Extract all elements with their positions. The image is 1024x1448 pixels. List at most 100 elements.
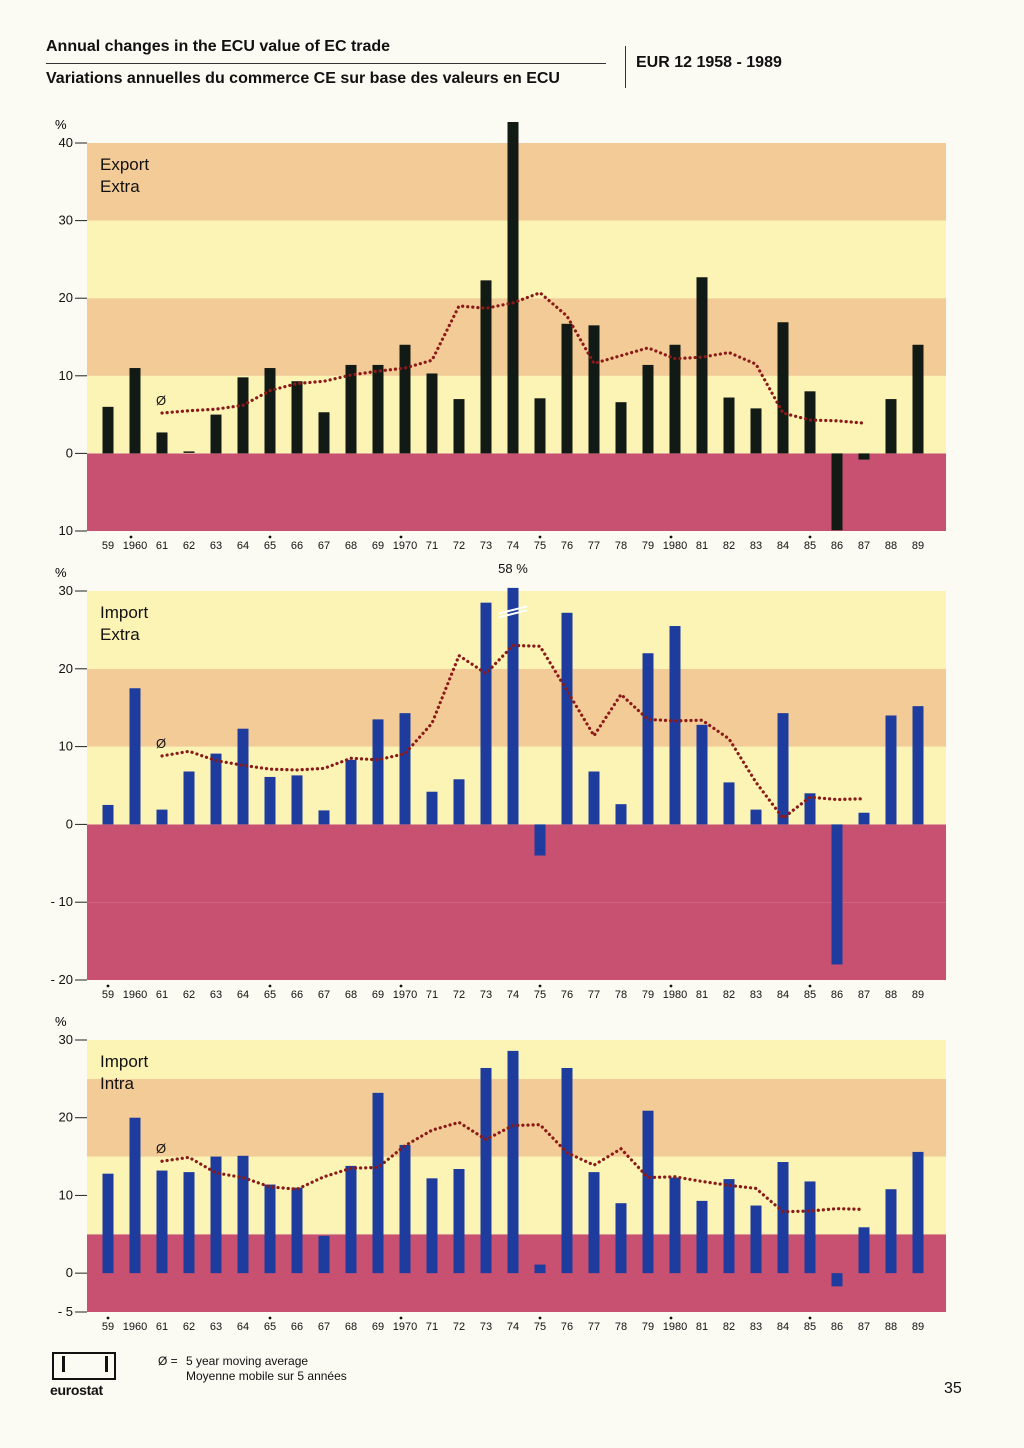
bar xyxy=(588,1172,600,1274)
bar xyxy=(345,364,357,454)
chart-title: Extra xyxy=(100,625,140,644)
y-tick-label: - 20 xyxy=(51,972,73,987)
y-tick-label: 30 xyxy=(59,213,73,228)
y-tick-label: 30 xyxy=(59,583,73,598)
x-tick-label: 84 xyxy=(777,1321,789,1333)
x-tick-label: 84 xyxy=(777,540,789,552)
x-tick-label: 75 xyxy=(534,989,546,1001)
bar xyxy=(777,1162,789,1274)
bar xyxy=(750,408,762,454)
y-tick-label: 20 xyxy=(59,661,73,676)
chart-panel-2: % - 20 - 10 0 10 20 30 Import Extra 58 % Ø 59 1960 61… xyxy=(51,561,946,1001)
x-tick-label: 59 xyxy=(102,1321,114,1333)
y-tick-label: 0 xyxy=(66,816,73,831)
x-tick-dot xyxy=(268,984,272,988)
bar xyxy=(723,1179,735,1274)
x-tick-label: 79 xyxy=(642,989,654,1001)
bar xyxy=(831,453,843,531)
x-tick-label: 64 xyxy=(237,1321,249,1333)
x-tick-label: 86 xyxy=(831,1321,843,1333)
x-tick-label: 63 xyxy=(210,540,222,552)
chart-title: Export xyxy=(100,155,149,174)
bar xyxy=(615,402,627,454)
x-tick-label: 65 xyxy=(264,540,276,552)
axis-break-mark xyxy=(498,605,528,615)
x-tick-label: 75 xyxy=(534,540,546,552)
x-tick-label: 85 xyxy=(804,540,816,552)
bar xyxy=(669,626,681,825)
legend-text-en: 5 year moving average xyxy=(186,1354,309,1368)
bar xyxy=(453,399,465,454)
y-tick-label: 40 xyxy=(59,135,73,150)
x-tick-dot xyxy=(129,535,133,539)
x-tick-label: 71 xyxy=(426,540,438,552)
bar xyxy=(723,782,735,825)
x-tick-label: 85 xyxy=(804,1321,816,1333)
x-tick-label: 1980 xyxy=(663,1321,687,1333)
bar xyxy=(696,277,708,454)
x-tick-label: 79 xyxy=(642,540,654,552)
x-tick-label: 89 xyxy=(912,989,924,1001)
x-tick-label: 67 xyxy=(318,1321,330,1333)
x-tick-label: 86 xyxy=(831,989,843,1001)
x-tick-label: 76 xyxy=(561,989,573,1001)
x-tick-label: 69 xyxy=(372,540,384,552)
x-tick-label: 63 xyxy=(210,989,222,1001)
chart-title: Import xyxy=(100,603,148,622)
x-tick-dot xyxy=(669,1316,673,1320)
bar xyxy=(858,812,870,825)
x-tick-label: 61 xyxy=(156,989,168,1001)
x-tick-label: 65 xyxy=(264,1321,276,1333)
y-axis-unit: % xyxy=(55,565,67,580)
x-tick-label: 89 xyxy=(912,1321,924,1333)
bar xyxy=(507,1050,519,1274)
x-tick-label: 1980 xyxy=(663,540,687,552)
background-band xyxy=(87,902,946,980)
chart-title: Import xyxy=(100,1052,148,1071)
bar xyxy=(264,1184,276,1274)
bar xyxy=(507,122,519,454)
eurostat-logo: eurostat xyxy=(50,1352,116,1398)
bar xyxy=(588,325,600,454)
x-tick-dot xyxy=(268,1316,272,1320)
x-tick-label: 85 xyxy=(804,989,816,1001)
x-tick-dot xyxy=(538,535,542,539)
x-tick-label: 77 xyxy=(588,1321,600,1333)
moving-average-line xyxy=(160,1120,866,1214)
bar xyxy=(777,713,789,825)
bar xyxy=(804,391,816,454)
x-tick-label: 59 xyxy=(102,989,114,1001)
y-tick-label: 10 xyxy=(59,1187,73,1202)
bar xyxy=(318,412,330,454)
x-tick-label: 61 xyxy=(156,1321,168,1333)
x-tick-label: 72 xyxy=(453,540,465,552)
y-tick-label: 20 xyxy=(59,1110,73,1125)
bar xyxy=(237,728,249,825)
x-tick-dot xyxy=(538,984,542,988)
x-tick-label: 1960 xyxy=(123,989,147,1001)
bar xyxy=(858,453,870,460)
bar xyxy=(804,793,816,825)
bar xyxy=(561,323,573,454)
y-tick-label: - 10 xyxy=(51,894,73,909)
x-tick-label: 73 xyxy=(480,989,492,1001)
title-divider xyxy=(46,63,606,64)
bar xyxy=(210,414,222,454)
bar xyxy=(372,1092,384,1274)
bar xyxy=(561,1067,573,1274)
x-tick-label: 79 xyxy=(642,1321,654,1333)
y-tick-label: 30 xyxy=(59,1032,73,1047)
x-tick-label: 82 xyxy=(723,540,735,552)
bar xyxy=(129,368,141,454)
bar xyxy=(372,719,384,825)
x-tick-label: 1970 xyxy=(393,1321,417,1333)
x-tick-label: 1980 xyxy=(663,989,687,1001)
bar xyxy=(831,824,843,965)
x-tick-label: 63 xyxy=(210,1321,222,1333)
bar xyxy=(318,810,330,825)
legend-symbol: Ø = xyxy=(158,1354,178,1368)
x-tick-label: 88 xyxy=(885,540,897,552)
x-tick-label: 66 xyxy=(291,1321,303,1333)
x-tick-label: 73 xyxy=(480,1321,492,1333)
